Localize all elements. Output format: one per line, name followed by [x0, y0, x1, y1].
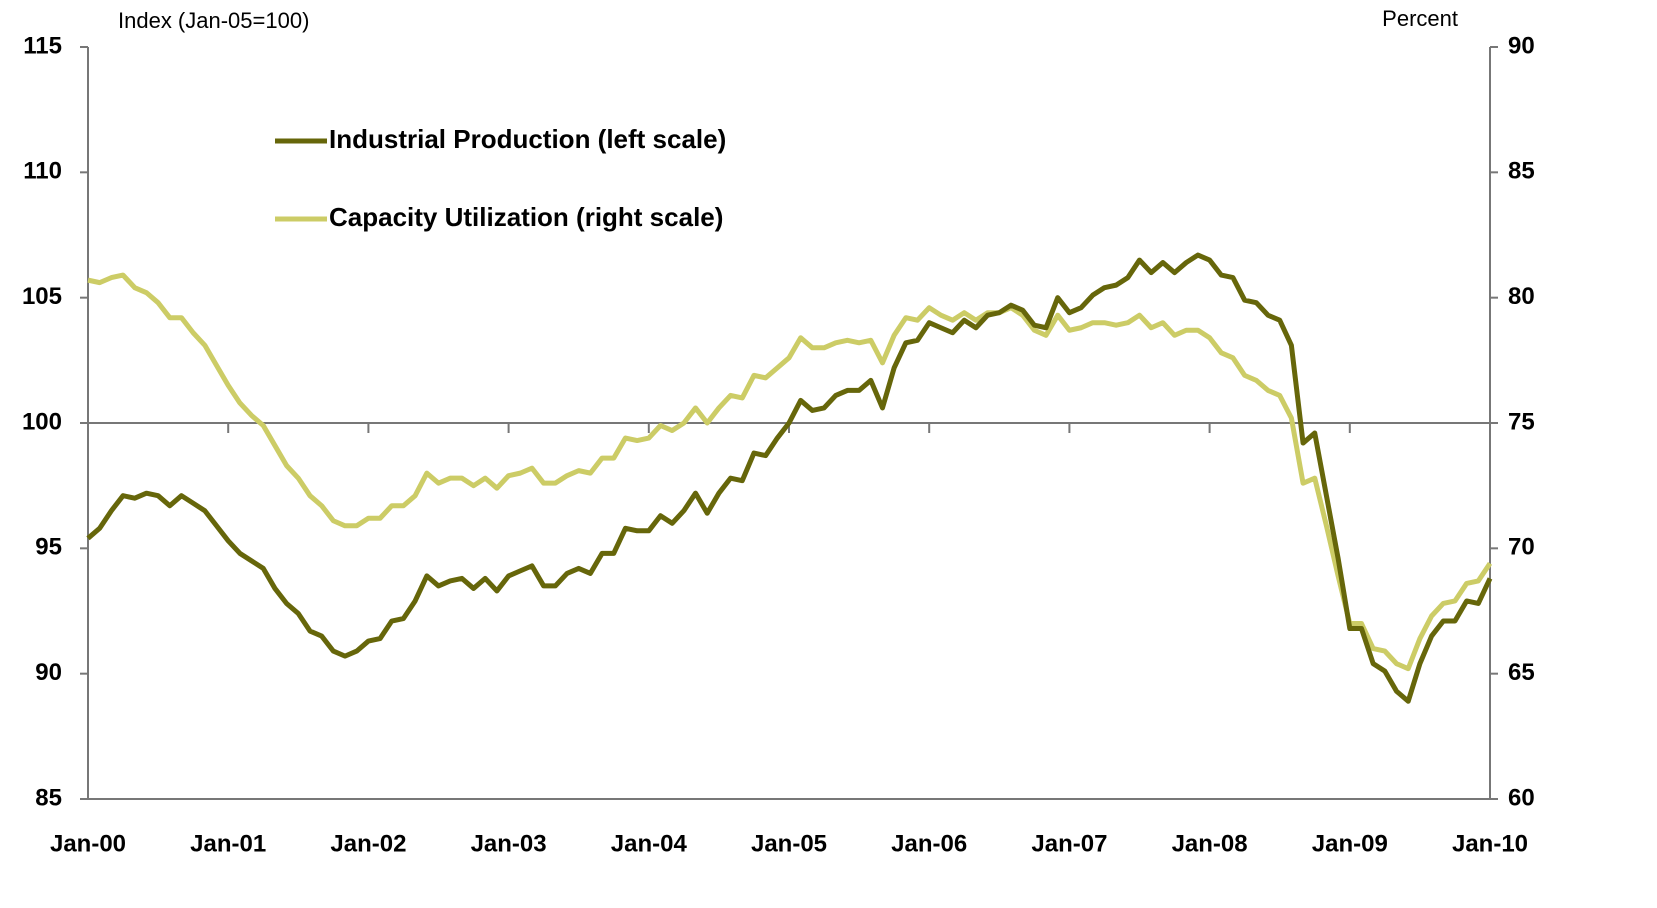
x-tick-label: Jan-04	[611, 830, 688, 857]
y2-tick-label: 70	[1508, 534, 1535, 561]
series-line	[87, 272, 1493, 672]
y-tick-label: 100	[22, 408, 62, 435]
y2-tick-label: 80	[1508, 283, 1535, 310]
legend-label: Capacity Utilization (right scale)	[329, 202, 723, 232]
y2-axis-title: Percent	[1382, 6, 1458, 31]
series-line	[86, 252, 1493, 704]
y2-tick-label: 60	[1508, 784, 1535, 811]
x-tick-label: Jan-02	[330, 830, 406, 857]
y-tick-label: 90	[35, 659, 62, 686]
y-axis-title: Index (Jan-05=100)	[118, 8, 309, 33]
y-tick-label: 95	[35, 534, 62, 561]
x-tick-label: Jan-07	[1031, 830, 1107, 857]
x-tick-label: Jan-06	[891, 830, 967, 857]
x-tick-label: Jan-09	[1312, 830, 1388, 857]
x-tick-label: Jan-03	[471, 830, 547, 857]
y-tick-label: 105	[22, 283, 62, 310]
y2-tick-label: 65	[1508, 659, 1535, 686]
x-tick-label: Jan-10	[1452, 830, 1528, 857]
y2-tick-label: 85	[1508, 158, 1535, 185]
x-tick-label: Jan-00	[50, 830, 126, 857]
y-tick-label: 115	[23, 32, 62, 59]
x-tick-label: Jan-08	[1172, 830, 1248, 857]
y2-tick-label: 90	[1508, 32, 1535, 59]
y-tick-label: 85	[35, 784, 62, 811]
y2-tick-label: 75	[1508, 408, 1535, 435]
y-tick-label: 110	[23, 158, 62, 185]
x-tick-label: Jan-01	[190, 830, 266, 857]
legend-label: Industrial Production (left scale)	[329, 124, 726, 154]
x-tick-label: Jan-05	[751, 830, 827, 857]
